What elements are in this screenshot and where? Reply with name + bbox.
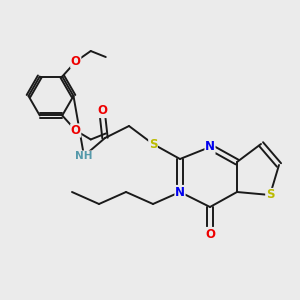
Text: S: S <box>266 188 274 202</box>
Text: O: O <box>71 124 81 137</box>
Text: N: N <box>205 140 215 154</box>
Text: N: N <box>175 185 185 199</box>
Text: S: S <box>149 137 157 151</box>
Text: NH: NH <box>75 151 93 161</box>
Text: O: O <box>71 55 81 68</box>
Text: O: O <box>205 227 215 241</box>
Text: O: O <box>97 104 107 118</box>
